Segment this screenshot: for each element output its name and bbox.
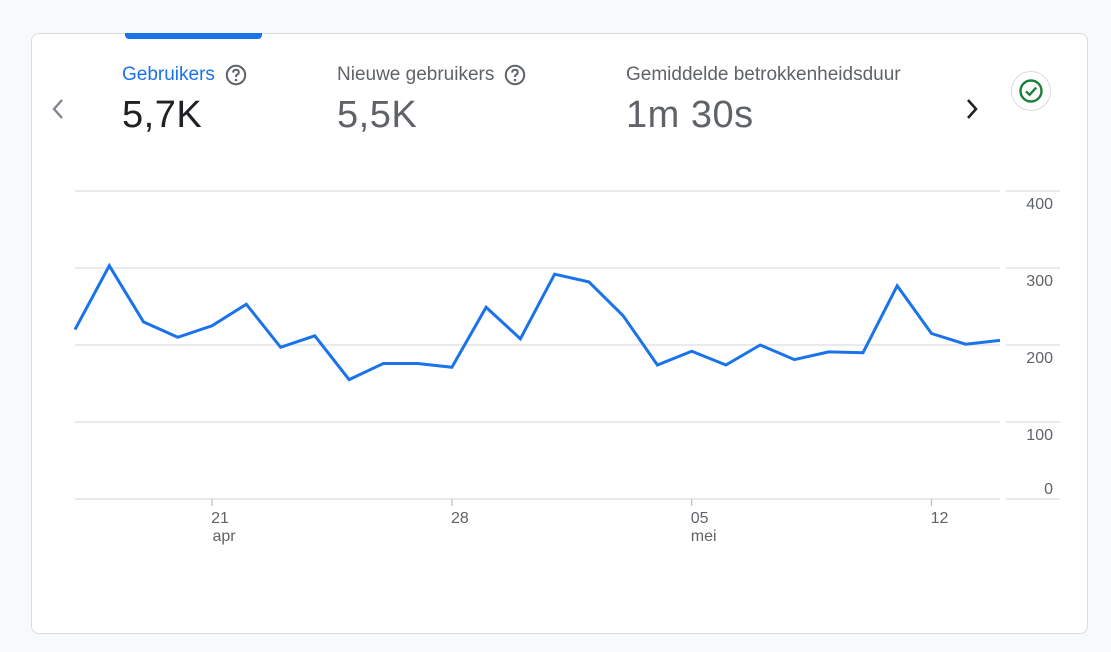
x-tick-sublabel: apr <box>212 528 236 545</box>
metric-tab-nieuwe-gebruikers[interactable]: Nieuwe gebruikers 5,5K <box>337 64 526 137</box>
series-line <box>73 262 1001 382</box>
help-circle-icon[interactable] <box>225 64 247 86</box>
metric-value: 1m 30s <box>626 94 754 136</box>
chevron-left-icon <box>52 99 63 119</box>
metric-tab-gebruikers[interactable]: Gebruikers 5,7K <box>122 64 247 137</box>
x-tick-sublabel: mei <box>691 528 717 545</box>
metric-label: Nieuwe gebruikers <box>337 64 495 85</box>
chart-card <box>31 33 1088 634</box>
x-tick-label: 12 <box>931 510 949 527</box>
metric-tab-gemiddelde-betrokkenheidsduur[interactable]: Gemiddelde betrokkenheidsduur 1m 30s <box>626 64 946 137</box>
chevron-right-icon <box>967 99 978 119</box>
y-tick-label: 300 <box>1026 273 1053 290</box>
previous-metrics-button[interactable] <box>44 95 72 123</box>
status-check-button[interactable] <box>1011 71 1051 111</box>
x-tick-label: 21 <box>211 510 229 527</box>
check-circle-icon <box>1019 79 1043 103</box>
metric-value: 5,7K <box>122 94 203 136</box>
metric-label: Gebruikers <box>122 64 215 85</box>
x-tick-label: 05 <box>691 510 709 527</box>
next-metrics-button[interactable] <box>958 95 986 123</box>
metric-label: Gemiddelde betrokkenheidsduur <box>626 64 901 85</box>
active-tab-indicator <box>125 33 262 39</box>
y-tick-label: 100 <box>1026 427 1053 444</box>
x-tick-label: 28 <box>451 510 469 527</box>
metric-value: 5,5K <box>337 94 418 136</box>
help-circle-icon[interactable] <box>504 64 526 86</box>
y-tick-label: 200 <box>1026 350 1053 367</box>
y-tick-label: 400 <box>1026 196 1053 213</box>
y-tick-label: 0 <box>1044 481 1053 498</box>
